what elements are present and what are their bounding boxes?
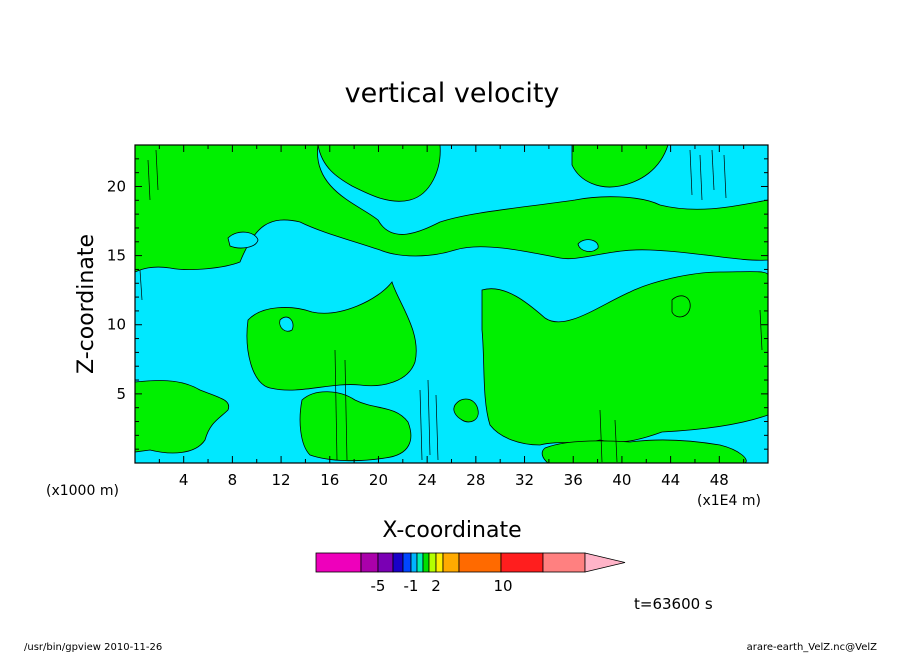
- colorbar-tick-label: 2: [431, 577, 441, 595]
- y-axis-title: Z-coordinate: [74, 234, 99, 374]
- colorbar-tick-label: -1: [404, 577, 419, 595]
- x-tick-label: 4: [179, 471, 189, 489]
- x-axis-ticks: 4 8 12 16 20 24 28 32 36 40 44 48: [158, 145, 745, 489]
- footer-left: /usr/bin/gpview 2010-11-26: [24, 642, 162, 653]
- x-unit-left: (x1000 m): [46, 483, 119, 499]
- footer-right: arare-earth_VelZ.nc@VelZ: [747, 642, 878, 653]
- x-tick-label: 20: [369, 471, 388, 489]
- x-tick-label: 24: [418, 471, 437, 489]
- colorbar-swatch: [442, 552, 460, 573]
- colorbar-extend-arrow: [584, 552, 626, 573]
- y-axis-ticks: 5 10 15 20: [107, 144, 768, 450]
- colorbar-swatch: [410, 552, 418, 573]
- chart-title: vertical velocity: [345, 78, 560, 109]
- x-tick-label: 16: [320, 471, 339, 489]
- y-tick-label: 5: [116, 385, 126, 403]
- colorbar-swatch: [392, 552, 404, 573]
- colorbar-tick-label: -5: [371, 577, 386, 595]
- colorbar-labels: -5 -1 2 10: [371, 577, 513, 595]
- x-tick-label: 48: [710, 471, 729, 489]
- x-tick-label: 28: [466, 471, 485, 489]
- x-unit-right: (x1E4 m): [697, 493, 761, 509]
- colorbar-swatch: [500, 552, 544, 573]
- x-tick-label: 12: [272, 471, 291, 489]
- x-tick-label: 40: [612, 471, 631, 489]
- x-tick-label: 36: [564, 471, 583, 489]
- colorbar-swatch: [315, 552, 362, 573]
- y-tick-label: 15: [107, 247, 126, 265]
- colorbar-swatch: [435, 552, 444, 573]
- time-label: t=63600 s: [634, 595, 713, 613]
- colorbar-swatch: [428, 552, 437, 573]
- colorbar-swatch: [377, 552, 394, 573]
- positive-velocity-regions: [134, 144, 769, 464]
- colorbar-swatch: [542, 552, 586, 573]
- colorbar-swatch: [416, 552, 424, 573]
- y-tick-label: 20: [107, 177, 126, 195]
- colorbar-tick-label: 10: [493, 577, 512, 595]
- x-tick-label: 8: [228, 471, 238, 489]
- colorbar-swatch: [458, 552, 502, 573]
- x-axis-title: X-coordinate: [382, 518, 521, 543]
- y-tick-label: 10: [107, 316, 126, 334]
- colorbar-swatch: [422, 552, 430, 573]
- colorbar-swatch: [360, 552, 379, 573]
- colorbar: [315, 552, 626, 573]
- colorbar-swatch: [402, 552, 412, 573]
- x-tick-label: 32: [515, 471, 534, 489]
- x-tick-label: 44: [661, 471, 680, 489]
